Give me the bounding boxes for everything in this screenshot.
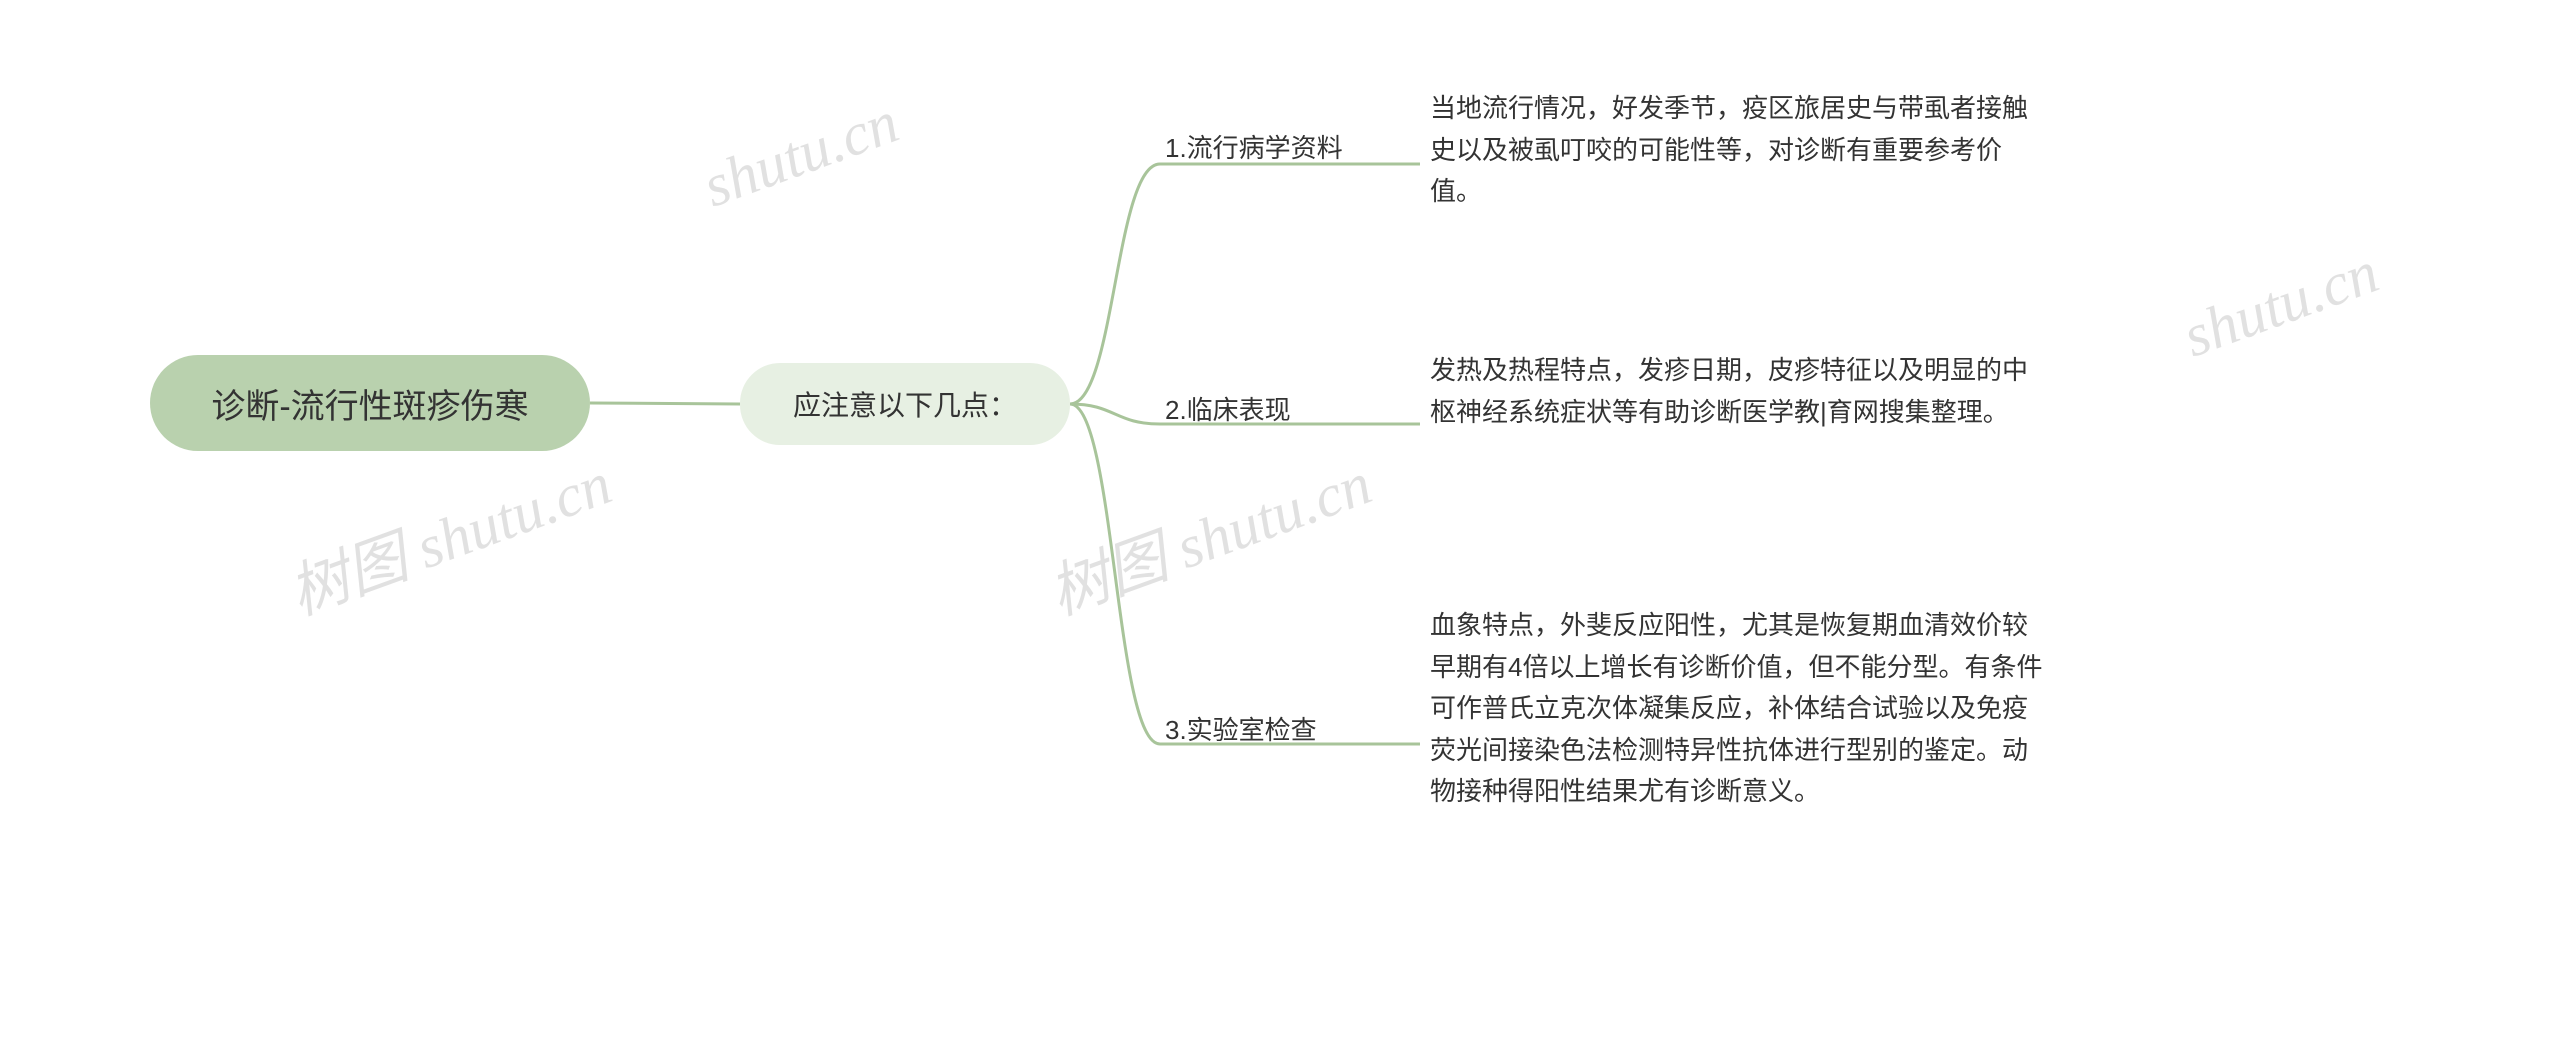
leaf-desc-2: 血象特点，外斐反应阳性，尤其是恢复期血清效价较早期有4倍以上增长有诊断价值，但不… bbox=[1430, 605, 2050, 813]
watermark-0: 树图 shutu.cn bbox=[275, 435, 621, 632]
leaf-title-1[interactable]: 2.临床表现 bbox=[1165, 390, 1291, 427]
leaf-desc-0: 当地流行情况，好发季节，疫区旅居史与带虱者接触史以及被虱叮咬的可能性等，对诊断有… bbox=[1430, 88, 2050, 213]
root-node[interactable]: 诊断-流行性斑疹伤寒 bbox=[150, 355, 590, 451]
leaf-title-2[interactable]: 3.实验室检查 bbox=[1165, 710, 1317, 747]
watermark-2: 树图 shutu.cn bbox=[1035, 435, 1381, 632]
sub-node[interactable]: 应注意以下几点： bbox=[740, 363, 1070, 445]
leaf-desc-1: 发热及热程特点，发疹日期，皮疹特征以及明显的中枢神经系统症状等有助诊断医学教|育… bbox=[1430, 350, 2050, 433]
sub-label: 应注意以下几点： bbox=[793, 384, 1017, 424]
leaf-title-0[interactable]: 1.流行病学资料 bbox=[1165, 128, 1343, 165]
watermark-1: shutu.cn bbox=[694, 88, 907, 222]
root-label: 诊断-流行性斑疹伤寒 bbox=[211, 379, 528, 428]
mindmap-container: 诊断-流行性斑疹伤寒 应注意以下几点： 1.流行病学资料 当地流行情况，好发季节，… bbox=[0, 0, 2560, 1048]
watermark-3: shutu.cn bbox=[2174, 238, 2387, 372]
